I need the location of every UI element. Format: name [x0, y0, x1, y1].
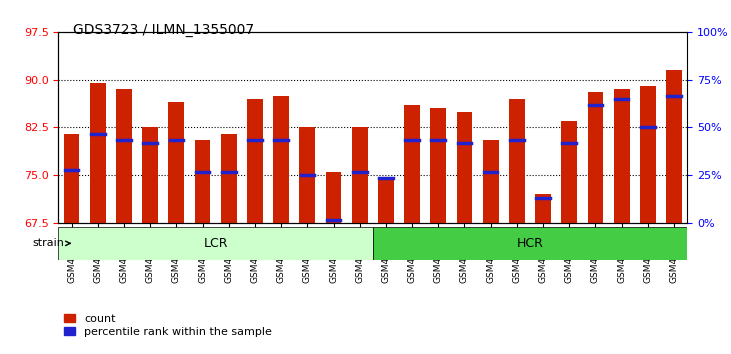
Bar — [509, 99, 525, 223]
Bar — [273, 96, 289, 223]
Bar — [561, 121, 577, 223]
Bar — [90, 83, 105, 223]
Bar — [640, 86, 656, 223]
Bar — [482, 140, 499, 223]
Text: LCR: LCR — [203, 237, 228, 250]
Bar — [535, 194, 551, 223]
Bar — [247, 99, 262, 223]
Bar — [194, 140, 211, 223]
Bar — [373, 227, 687, 260]
Text: strain: strain — [32, 238, 70, 249]
Legend: count, percentile rank within the sample: count, percentile rank within the sample — [64, 314, 272, 337]
Bar — [325, 172, 341, 223]
Bar — [666, 70, 682, 223]
Bar — [300, 127, 315, 223]
Bar — [614, 89, 629, 223]
Bar — [352, 127, 368, 223]
Bar — [431, 108, 446, 223]
Bar — [168, 102, 184, 223]
Bar — [457, 112, 472, 223]
Text: HCR: HCR — [517, 237, 543, 250]
Bar — [404, 105, 420, 223]
Bar — [143, 127, 158, 223]
Bar — [58, 227, 373, 260]
Bar — [64, 134, 80, 223]
Text: GDS3723 / ILMN_1355007: GDS3723 / ILMN_1355007 — [73, 23, 254, 37]
Bar — [588, 92, 603, 223]
Bar — [378, 178, 394, 223]
Bar — [221, 134, 237, 223]
Bar — [116, 89, 132, 223]
